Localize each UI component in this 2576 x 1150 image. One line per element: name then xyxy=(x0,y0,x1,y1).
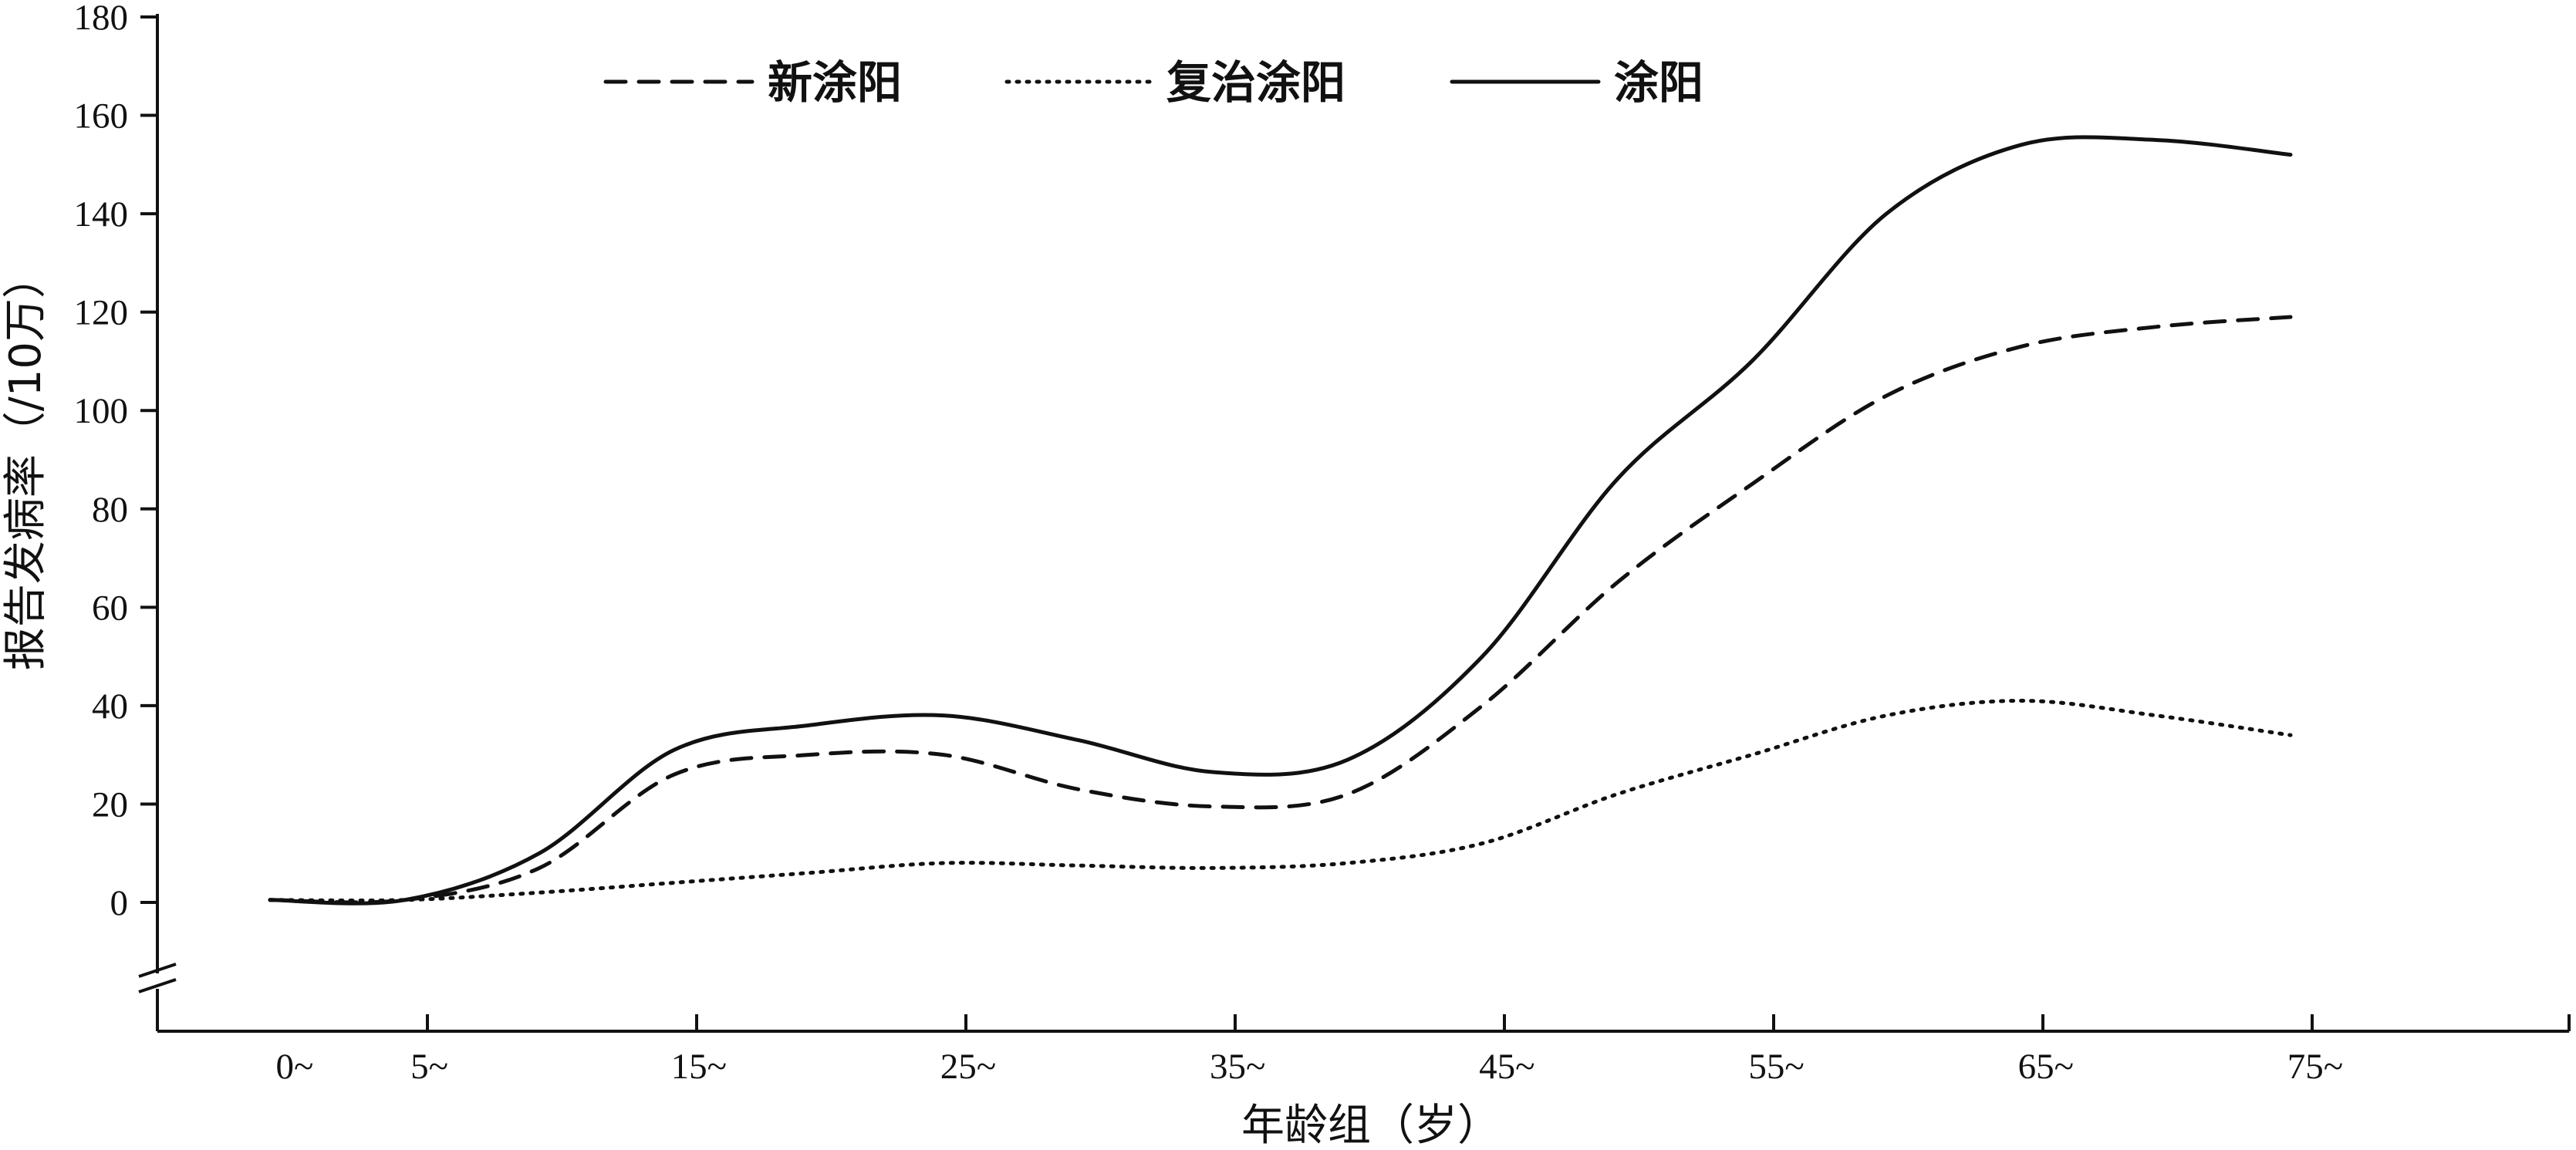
axis-break-mark xyxy=(138,978,177,993)
legend-label: 涂阳 xyxy=(1614,56,1703,109)
y-tick-label: 80 xyxy=(92,490,128,530)
y-tick-label: 40 xyxy=(92,686,128,727)
y-tick-label: 160 xyxy=(74,96,129,137)
x-tick-label: 35~ xyxy=(1210,1047,1265,1087)
x-tick-label: 55~ xyxy=(1748,1047,1804,1087)
axes xyxy=(138,14,2569,1033)
legend: 新涂阳 复治涂阳 涂阳 xyxy=(603,56,1703,109)
series-line-2 xyxy=(268,135,2293,905)
x-tick-label: 75~ xyxy=(2287,1047,2343,1087)
series-layer xyxy=(268,135,2293,905)
x-tick-label: 15~ xyxy=(671,1047,727,1087)
x-axis-ticks: 0~ 5~ 15~ 25~ 35~ 45~ 55~ 65~ 75~ xyxy=(276,1014,2571,1087)
x-tick-label: 65~ xyxy=(2018,1047,2074,1087)
y-tick-label: 180 xyxy=(74,0,129,38)
legend-label: 复治涂阳 xyxy=(1166,56,1345,109)
legend-label: 新涂阳 xyxy=(768,56,902,109)
x-axis-title: 年龄组（岁） xyxy=(1241,1101,1501,1150)
axis-break-mark xyxy=(138,963,177,978)
series-line-0 xyxy=(268,315,2293,905)
y-axis-title: 报告发病率（/10万） xyxy=(1,255,51,670)
y-tick-label: 60 xyxy=(92,588,128,628)
x-tick-label: 25~ xyxy=(940,1047,996,1087)
x-tick-label: 45~ xyxy=(1479,1047,1534,1087)
y-tick-label: 140 xyxy=(74,194,129,234)
series-line-1 xyxy=(268,699,2293,903)
y-tick-label: 20 xyxy=(92,784,128,825)
x-tick-label: 5~ xyxy=(410,1047,448,1087)
y-tick-label: 0 xyxy=(110,883,129,923)
y-tick-label: 100 xyxy=(74,391,129,431)
y-axis-ticks: 0 20 40 60 80 100 120 140 160 180 xyxy=(74,0,157,923)
x-tick-label: 0~ xyxy=(276,1047,314,1087)
y-tick-label: 120 xyxy=(74,293,129,333)
